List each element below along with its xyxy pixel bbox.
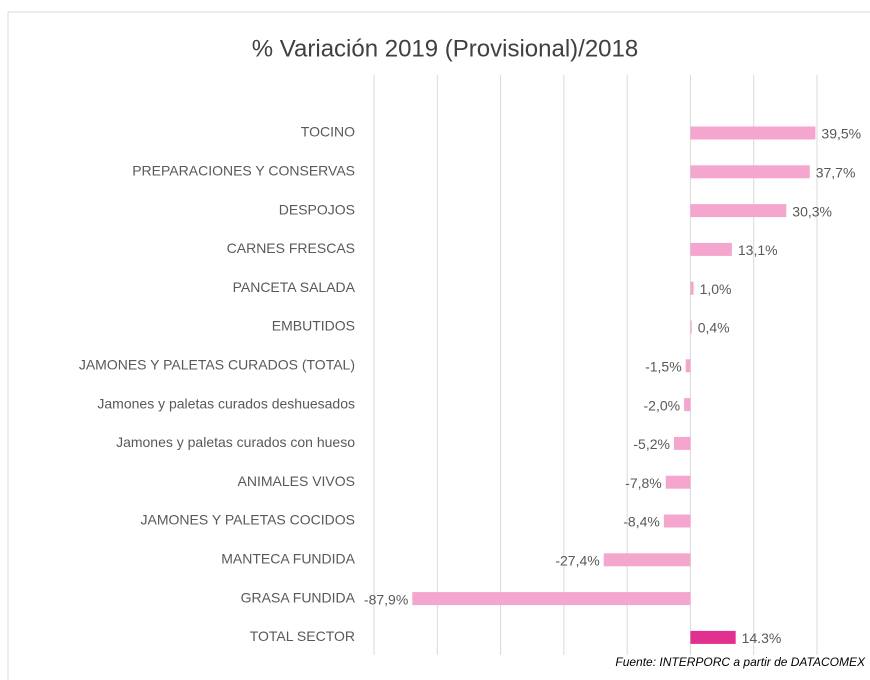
data-label: 13,1%	[738, 242, 778, 258]
bar	[663, 514, 691, 528]
y-tick-label: GRASA FUNDIDA	[241, 589, 356, 605]
data-label: 37,7%	[816, 165, 856, 181]
y-tick-label: DESPOJOS	[279, 201, 355, 217]
bar	[690, 165, 810, 179]
data-label: 39,5%	[821, 126, 861, 142]
y-tick-label: JAMONES Y PALETAS COCIDOS	[141, 512, 355, 528]
bar	[690, 630, 736, 644]
data-label: -7,8%	[625, 475, 662, 491]
y-tick-label: PANCETA SALADA	[233, 279, 356, 295]
bar	[665, 475, 691, 489]
y-tick-label: TOCINO	[301, 124, 355, 140]
y-tick-label: JAMONES Y PALETAS CURADOS (TOTAL)	[79, 357, 355, 373]
data-label: -8,4%	[623, 514, 660, 530]
bar	[690, 126, 816, 140]
chart-frame	[7, 11, 870, 680]
y-tick-label: Jamones y paletas curados deshuesados	[97, 395, 355, 411]
y-tick-label: CARNES FRESCAS	[227, 240, 355, 256]
bar	[685, 359, 691, 373]
data-label: -87,9%	[364, 591, 408, 607]
y-tick-label: MANTECA FUNDIDA	[221, 551, 355, 567]
bar	[684, 398, 691, 412]
data-label: 14.3%	[742, 630, 782, 646]
bar	[603, 553, 691, 567]
bar	[690, 281, 694, 295]
bar	[690, 320, 692, 334]
data-label: 30,3%	[792, 203, 832, 219]
source-note: Fuente: INTERPORC a partir de DATACOMEX	[615, 655, 866, 669]
bar	[690, 242, 732, 256]
y-tick-label: Jamones y paletas curados con hueso	[116, 434, 355, 450]
data-label: 1,0%	[700, 281, 732, 297]
y-tick-label: TOTAL SECTOR	[250, 628, 355, 644]
bar	[673, 436, 691, 450]
data-label: -1,5%	[645, 359, 682, 375]
bar	[690, 204, 787, 218]
data-label: -5,2%	[633, 436, 670, 452]
data-label: 0,4%	[698, 320, 730, 336]
y-tick-label: EMBUTIDOS	[272, 318, 355, 334]
chart-title: % Variación 2019 (Provisional)/2018	[252, 35, 638, 62]
data-label: -2,0%	[644, 397, 681, 413]
y-tick-label: ANIMALES VIVOS	[238, 473, 355, 489]
bar	[412, 592, 691, 606]
y-tick-label: PREPARACIONES Y CONSERVAS	[132, 163, 355, 179]
data-label: -27,4%	[555, 553, 599, 569]
